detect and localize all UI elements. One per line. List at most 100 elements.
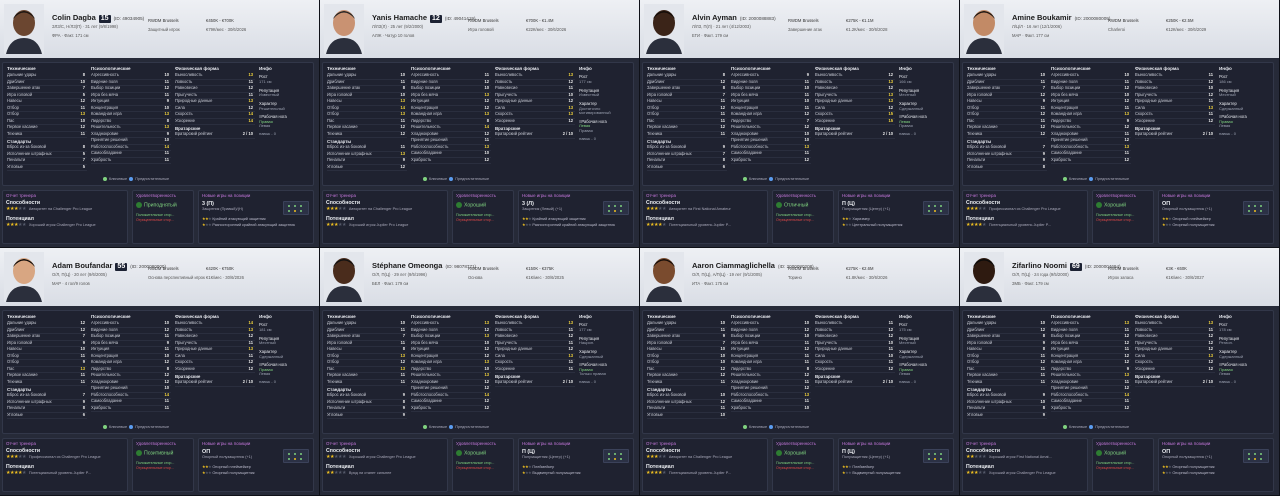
club-name[interactable]: RWDM Brussels	[148, 266, 179, 271]
attribute-row: Завершение атак 7	[7, 85, 87, 93]
satisfaction-panel[interactable]: Удовлетворенность Хороший Положительные ст…	[452, 190, 514, 244]
player-card[interactable]: Colin Dagba 15 (ID: 49034905) ЗЛЗ/С, Н/ЛЗ(П…	[0, 0, 320, 248]
new-roles-panel[interactable]: Новые игры на позиции П (Ц) Полузащитник (…	[838, 438, 954, 492]
height-value: 175 см	[899, 326, 912, 332]
player-card[interactable]: Aaron Ciammaglichella (ID: 2000080208) О/Л…	[640, 248, 960, 496]
attribute-row: Равновесие 12	[175, 85, 255, 93]
coach-report[interactable]: Отчет тренера Способности ★★★★★ Профессиона…	[962, 190, 1088, 244]
player-card[interactable]: Amine Boukamir (ID: 2000080009) Л/Ц/Л · 16…	[960, 0, 1280, 248]
transfer-value: €3K - €60K	[1166, 266, 1187, 271]
ability-stars: ★★★★★ Авторитет на Challenger Pro League	[646, 454, 733, 461]
attribute-row: Исполнение штрафных 8	[327, 399, 407, 407]
player-card[interactable]: Zifarlino Noomi 69 (ID: 2000004694) О/Л, П(…	[960, 248, 1280, 496]
satisfaction-value: Хороший	[464, 202, 487, 209]
coach-report[interactable]: Отчет тренера Способности ★★★★★ Авторитет н…	[642, 190, 768, 244]
coach-report[interactable]: Отчет тренера Способности ★★★★★ Авторитет н…	[322, 190, 448, 244]
attribute-row: Выносливость 12	[815, 72, 895, 80]
attribute-row: Пенальти 9	[327, 405, 407, 413]
pitch-position-icon	[923, 201, 949, 215]
mental-header: Психологические	[731, 66, 771, 71]
attribute-row: Природные данные 12	[495, 98, 575, 106]
attribute-row: Игра головой 9	[967, 340, 1047, 348]
club-name[interactable]: RWDM Brussels	[148, 18, 179, 23]
club-name[interactable]: RWDM Brussels	[788, 18, 819, 23]
potential-stars: ★★★★★ Потенциальный уровень Jupiler P...	[646, 221, 731, 228]
attribute-row: Пас 13	[327, 366, 407, 374]
report-section: Отчет тренера Способности ★★★★★ Профессиона…	[962, 190, 1274, 244]
attribute-row: Отбор 10	[647, 359, 727, 367]
attribute-row: Угловые 12	[327, 164, 407, 172]
player-card[interactable]: Stéphane Omeonga (ID: 98078771) О/Л, П(Ц) …	[320, 248, 640, 496]
attribute-row: Отбор 11	[967, 105, 1047, 113]
attribute-row: Самообладание 11	[91, 150, 171, 158]
club-name[interactable]: RWDM Brussels	[788, 266, 819, 271]
player-positions: О/Л, П(Ц) · 29 лет (9/5/1996)	[372, 272, 427, 277]
legend: Ключевые Предпочтительные	[1063, 425, 1129, 429]
new-roles-panel[interactable]: Новые игры на позиции ОП Опорный полузащит…	[1158, 438, 1274, 492]
attribute-row: Отбор 12	[327, 359, 407, 367]
new-roles-panel[interactable]: Новые игры на позиции 3 (Л) Защитник (Левы…	[518, 190, 634, 244]
player-name: Aaron Ciammaglichella	[692, 261, 775, 270]
satisfaction-panel[interactable]: Удовлетворенность Приподнятый Положительны…	[132, 190, 194, 244]
attribute-row: Пенальти 7	[7, 157, 87, 165]
mental-header: Психологические	[411, 314, 451, 319]
satisfaction-panel[interactable]: Удовлетворенность Отличный Положительные с…	[772, 190, 834, 244]
attribute-row: Ловкость 12	[815, 327, 895, 335]
club-name[interactable]: RWDM Brussels	[468, 266, 499, 271]
new-roles-panel[interactable]: Новые игры на позиции ОП Опорный полузащит…	[1158, 190, 1274, 244]
attribute-row: Дальние удары 12	[7, 320, 87, 328]
player-card[interactable]: Adam Boufandar 55 (ID: 2000080000) О/Л, П(Ц…	[0, 248, 320, 496]
attribute-row: Пас 13	[7, 366, 87, 374]
attribute-row: Игра головой 11	[327, 340, 407, 348]
new-roles-panel[interactable]: Новые игры на позиции 3 (П) Защитник (Прав…	[198, 190, 314, 244]
new-roles-panel[interactable]: Новые игры на позиции П (Ц) Полузащитник (…	[518, 438, 634, 492]
shirt-number: 15	[98, 15, 111, 24]
coach-report[interactable]: Отчет тренера Способности ★★★★★ Хороший игр…	[322, 438, 448, 492]
player-positions: Л/Ц/Л · 16 лет (12/1/2006)	[1012, 24, 1062, 29]
mental-header: Психологические	[91, 66, 131, 71]
coach-report[interactable]: Отчет тренера Способности ★★★★★ Хороший игр…	[962, 438, 1088, 492]
attribute-row: Самообладание 11	[731, 398, 811, 406]
player-card[interactable]: Yanis Hamache 12 (ID: 49041419) Л/ЛЗ(Л) · 2…	[320, 0, 640, 248]
attribute-row: Решительность 12	[731, 124, 811, 132]
role-2: Выдвинутый полузащитник	[852, 471, 901, 476]
attribute-row: Игра без мяча 10	[411, 340, 491, 348]
role-1: Опорный полузащитник	[1172, 464, 1215, 469]
height-value: 178 см	[1219, 326, 1232, 332]
satisfaction-panel[interactable]: Удовлетворенность Хороший Положительные ст…	[452, 438, 514, 492]
coach-report[interactable]: Отчет тренера Способности ★★★★★ Авторитет н…	[2, 190, 128, 244]
attribute-row: Ускорение 12	[815, 366, 895, 374]
attribute-row: Первое касание 11	[7, 372, 87, 380]
reputation-value: Известный	[579, 92, 600, 98]
satisfaction-panel[interactable]: Удовлетворенность Хороший Положительные ст…	[1092, 438, 1154, 492]
club-name[interactable]: RWDM Brussels	[468, 18, 499, 23]
ability-stars: ★★★★★ Авторитет на Challenger Pro League	[6, 206, 93, 213]
wage-contract: €79К/мес · 30/6/2026	[206, 27, 247, 32]
mental-header: Психологические	[731, 314, 771, 319]
attribute-row: Принятие решений 11	[411, 137, 491, 145]
set-pieces-header: Стандарты	[967, 387, 992, 393]
attribute-row: Равновесие 12	[815, 85, 895, 93]
attribute-row: Лидерство 8	[91, 366, 171, 374]
club-name[interactable]: RWDM Brussels	[1108, 18, 1139, 23]
satisfaction-panel[interactable]: Удовлетворенность Хороший Положительные ст…	[1092, 190, 1154, 244]
coach-report[interactable]: Отчет тренера Способности ★★★★★ Профессиона…	[2, 438, 128, 492]
attribute-row: Выносливость 13	[1135, 320, 1215, 328]
satisfaction-panel[interactable]: Удовлетворенность Хороший Положительные ст…	[772, 438, 834, 492]
club-name[interactable]: RWDM Brussels	[1108, 266, 1139, 271]
new-roles-panel[interactable]: Новые игры на позиции ОП Опорный полузащит…	[198, 438, 314, 492]
reputation-value: Регион.	[1219, 340, 1233, 346]
position-name: П (Ц)	[522, 449, 535, 456]
new-roles-panel[interactable]: Новые игры на позиции П (Ц) Полузащитник (…	[838, 190, 954, 244]
preferred-foot: Левая	[579, 123, 591, 129]
player-card[interactable]: Alvin Ayman (ID: 2000088883) Л/ЛЗ, П(Л) · …	[640, 0, 960, 248]
attribute-row: Принятие решений 12	[411, 385, 491, 393]
attribute-row: Лидерство 10	[411, 366, 491, 374]
player-id: (ID: 49034905)	[113, 16, 145, 21]
attribute-row: Принятие решений 10	[91, 385, 171, 393]
attribute-row: Ловкость 11	[495, 327, 575, 335]
attribute-row: Навесы 12	[7, 98, 87, 106]
satisfaction-panel[interactable]: Удовлетворенность Позитивный Положительные…	[132, 438, 194, 492]
coach-report[interactable]: Отчет тренера Способности ★★★★★ Авторитет н…	[642, 438, 768, 492]
club-status: Основа перспективный игрок	[148, 275, 205, 280]
